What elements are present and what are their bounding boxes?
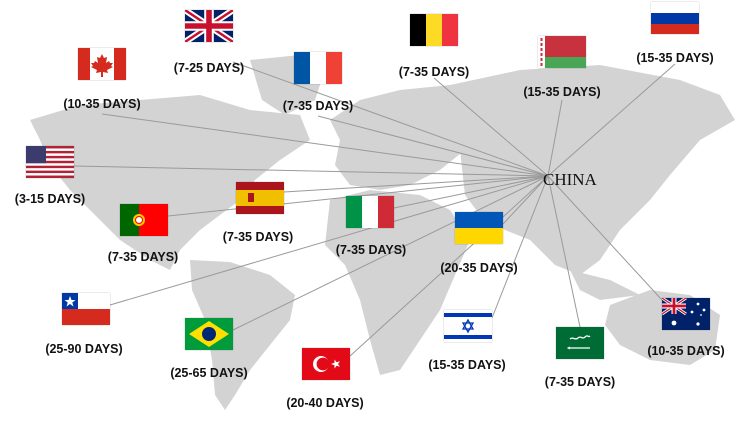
china-hub-label: CHINA: [543, 170, 597, 189]
chile-flag: [62, 293, 110, 325]
route-line: [502, 175, 549, 225]
days-label: (20-35 DAYS): [440, 261, 518, 275]
route-line: [547, 99, 563, 177]
route-line: [283, 175, 549, 193]
days-label: (7-25 DAYS): [173, 61, 245, 75]
route-line: [547, 175, 663, 301]
turkey-flag: [302, 348, 350, 380]
route-line: [491, 175, 549, 319]
south-america: [190, 260, 295, 410]
brazil-flag: [185, 318, 233, 350]
days-label: (7-35 DAYS): [222, 230, 294, 244]
days-label: (15-35 DAYS): [523, 85, 601, 99]
days-label: (3-15 DAYS): [14, 192, 86, 206]
russia-flag: [651, 2, 699, 34]
days-label: (10-35 DAYS): [63, 97, 141, 111]
route-line: [73, 165, 549, 177]
route-line: [109, 175, 549, 306]
israel-flag: [444, 310, 492, 342]
route-line: [317, 115, 549, 177]
route-line: [433, 77, 549, 177]
route-line: [547, 63, 676, 177]
days-label: (15-35 DAYS): [636, 51, 714, 65]
belgium-flag: [410, 14, 458, 46]
north-america: [30, 95, 310, 270]
france-flag: [294, 52, 342, 84]
route-line: [232, 175, 549, 331]
days-label: (7-35 DAYS): [282, 99, 354, 113]
days-label: (7-35 DAYS): [107, 250, 179, 264]
australia-flag: [662, 298, 710, 330]
route-line: [232, 61, 549, 177]
canada-flag: [78, 48, 126, 80]
days-label: (20-40 DAYS): [286, 396, 364, 410]
days-label: (15-35 DAYS): [428, 358, 506, 372]
ukraine-flag: [455, 212, 503, 244]
route-line: [349, 175, 549, 357]
portugal-flag: [120, 204, 168, 236]
belarus-flag: [538, 36, 586, 68]
days-label: (10-35 DAYS): [647, 344, 725, 358]
africa: [325, 190, 470, 375]
asia: [450, 65, 735, 275]
saudi-arabia-flag: [556, 327, 604, 359]
days-label: (7-35 DAYS): [335, 243, 407, 257]
spain-flag: [236, 182, 284, 214]
days-label: (7-35 DAYS): [544, 375, 616, 389]
southeast-asia: [570, 270, 640, 300]
italy-flag: [346, 196, 394, 228]
days-label: (25-90 DAYS): [45, 342, 123, 356]
route-line: [547, 175, 581, 328]
days-label: (7-35 DAYS): [398, 65, 470, 79]
route-line: [101, 113, 549, 177]
route-line: [393, 175, 549, 209]
usa-flag: [26, 146, 74, 178]
uk-flag: [185, 10, 233, 42]
days-label: (25-65 DAYS): [170, 366, 248, 380]
